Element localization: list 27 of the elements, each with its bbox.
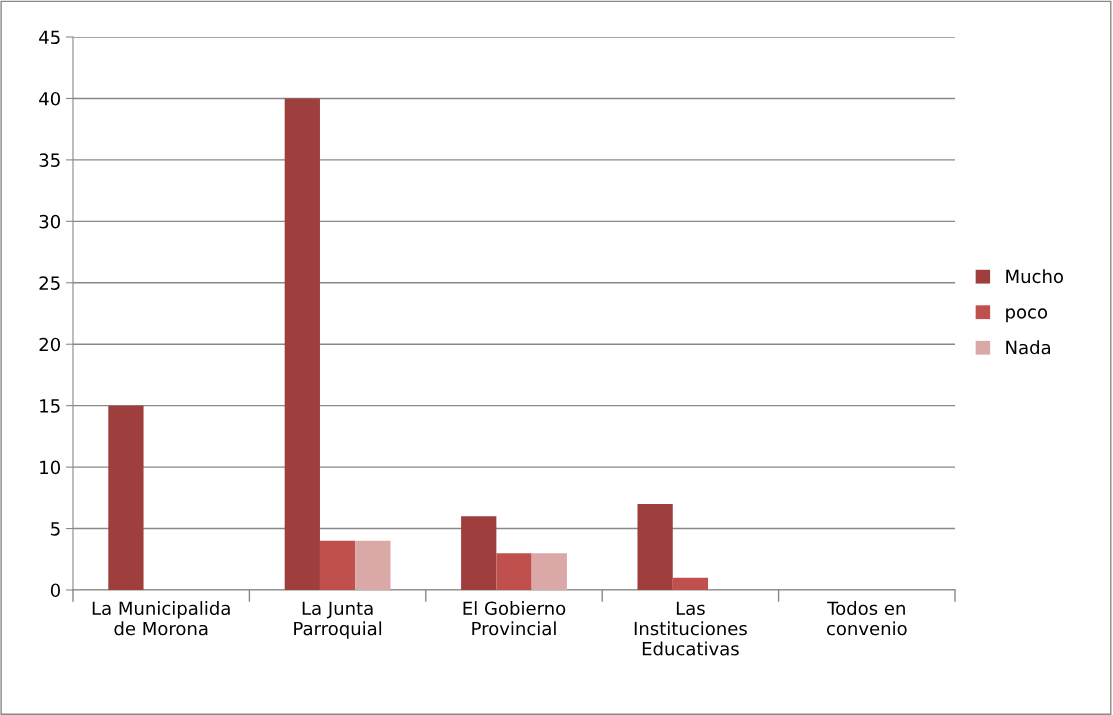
y-tick-label: 5 bbox=[51, 522, 60, 536]
y-tick-label: 30 bbox=[39, 214, 60, 229]
bar bbox=[637, 503, 673, 590]
x-tick-label: El Gobierno Provincial bbox=[463, 601, 566, 636]
bar bbox=[108, 405, 144, 590]
y-tick-label: 15 bbox=[40, 399, 60, 413]
bar bbox=[461, 516, 497, 590]
y-tick-label: 10 bbox=[40, 460, 60, 475]
bar bbox=[672, 577, 709, 590]
x-tick-label: La Municipalida de Morona bbox=[92, 601, 230, 636]
y-tick-label: 35 bbox=[39, 153, 60, 168]
x-tick-label: Las Instituciones Educativas bbox=[634, 601, 747, 656]
bar bbox=[319, 540, 356, 590]
legend-label: poco bbox=[1006, 308, 1048, 323]
y-tick-label: 20 bbox=[39, 337, 60, 352]
x-tick-label: La Junta Parroquial bbox=[294, 601, 382, 639]
y-tick-label: 25 bbox=[39, 276, 60, 290]
y-tick-label: 40 bbox=[39, 91, 60, 106]
bar bbox=[284, 98, 320, 590]
legend-label: Mucho bbox=[1006, 269, 1063, 284]
bar bbox=[531, 553, 567, 590]
x-tick-label: Todos en convenio bbox=[826, 601, 907, 636]
legend-label: Nada bbox=[1006, 340, 1051, 355]
y-tick-label: 45 bbox=[39, 30, 60, 45]
bar bbox=[496, 553, 532, 590]
y-tick-label: 0 bbox=[50, 583, 60, 598]
bar bbox=[355, 540, 391, 590]
